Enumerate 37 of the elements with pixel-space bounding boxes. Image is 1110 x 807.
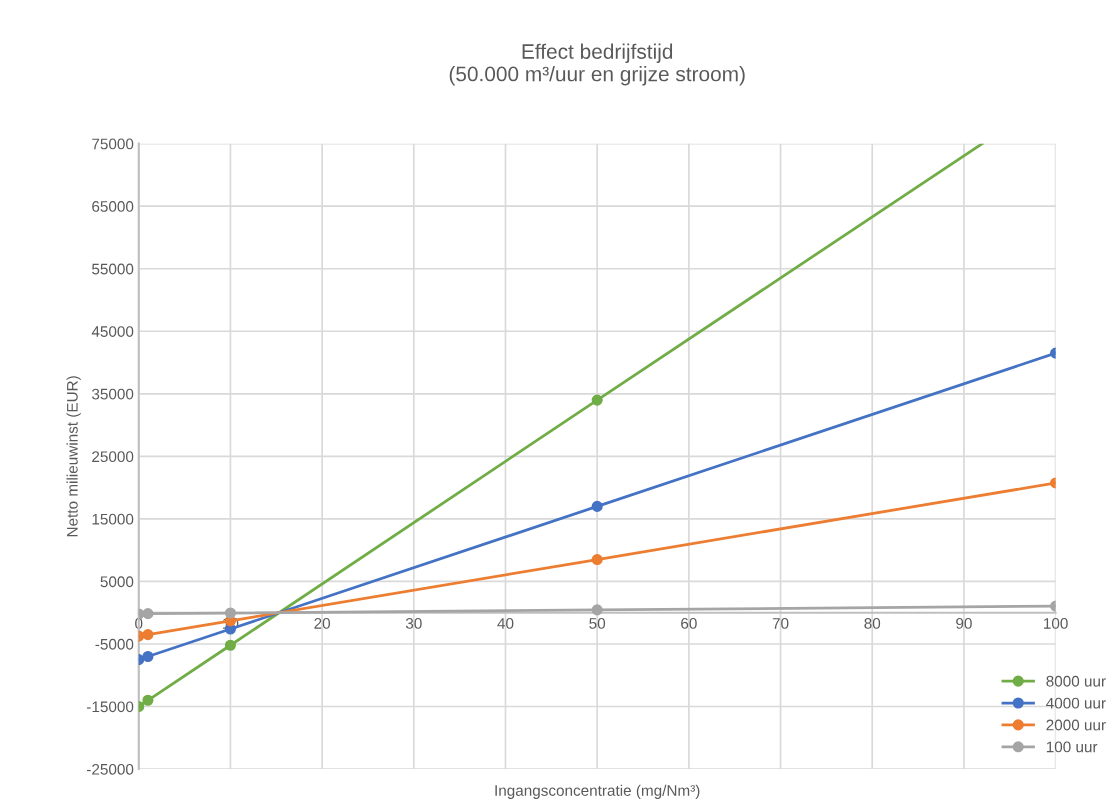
y-tick-label: 45000 [91, 326, 134, 337]
y-tick-label: 25000 [92, 451, 134, 463]
x-tick-label: 50 [589, 617, 606, 629]
x-tick-label: 40 [497, 617, 514, 629]
point [142, 694, 154, 706]
y-tick-label: 55000 [92, 263, 134, 275]
point [142, 629, 154, 641]
point [591, 553, 603, 566]
legend-label: 100 uur [1046, 741, 1098, 753]
legend-label: 2000 uur [1046, 719, 1106, 731]
point [591, 394, 603, 406]
x-tick-label: 30 [405, 617, 422, 629]
x-tick-label: 100 [1044, 617, 1068, 629]
x-tick-label: 20 [314, 617, 331, 629]
x-tick-label: 80 [864, 617, 881, 629]
y-tick-label: 15000 [92, 513, 134, 525]
x-tick-label: 70 [772, 617, 789, 629]
y-tick-label: 35000 [91, 388, 134, 400]
y-axis-title: Netto milieuwinst (EUR) [66, 376, 81, 537]
point [224, 607, 236, 619]
y-tick-label: -25000 [87, 763, 134, 775]
x-tick-label: 90 [956, 617, 972, 629]
x-tick-label: 60 [681, 617, 697, 629]
legend-label: 4000 uur [1046, 697, 1106, 709]
y-tick-label: -5000 [95, 638, 134, 650]
point [224, 639, 236, 651]
y-tick-label: 5000 [100, 576, 134, 588]
x-axis-title: Ingangsconcentratie (mg/Nm³) [495, 784, 700, 799]
point [142, 650, 154, 663]
y-tick-label: 65000 [92, 201, 134, 212]
point [142, 608, 154, 620]
point [591, 500, 603, 512]
chart-title: Effect bedrijfstijd (50.000 m³/uur en grijze stroom) [449, 43, 745, 86]
legend-label: 8000 uur [1046, 675, 1106, 687]
y-tick-label: -15000 [87, 701, 134, 713]
y-tick-label: 75000 [92, 138, 134, 150]
point [591, 604, 603, 616]
